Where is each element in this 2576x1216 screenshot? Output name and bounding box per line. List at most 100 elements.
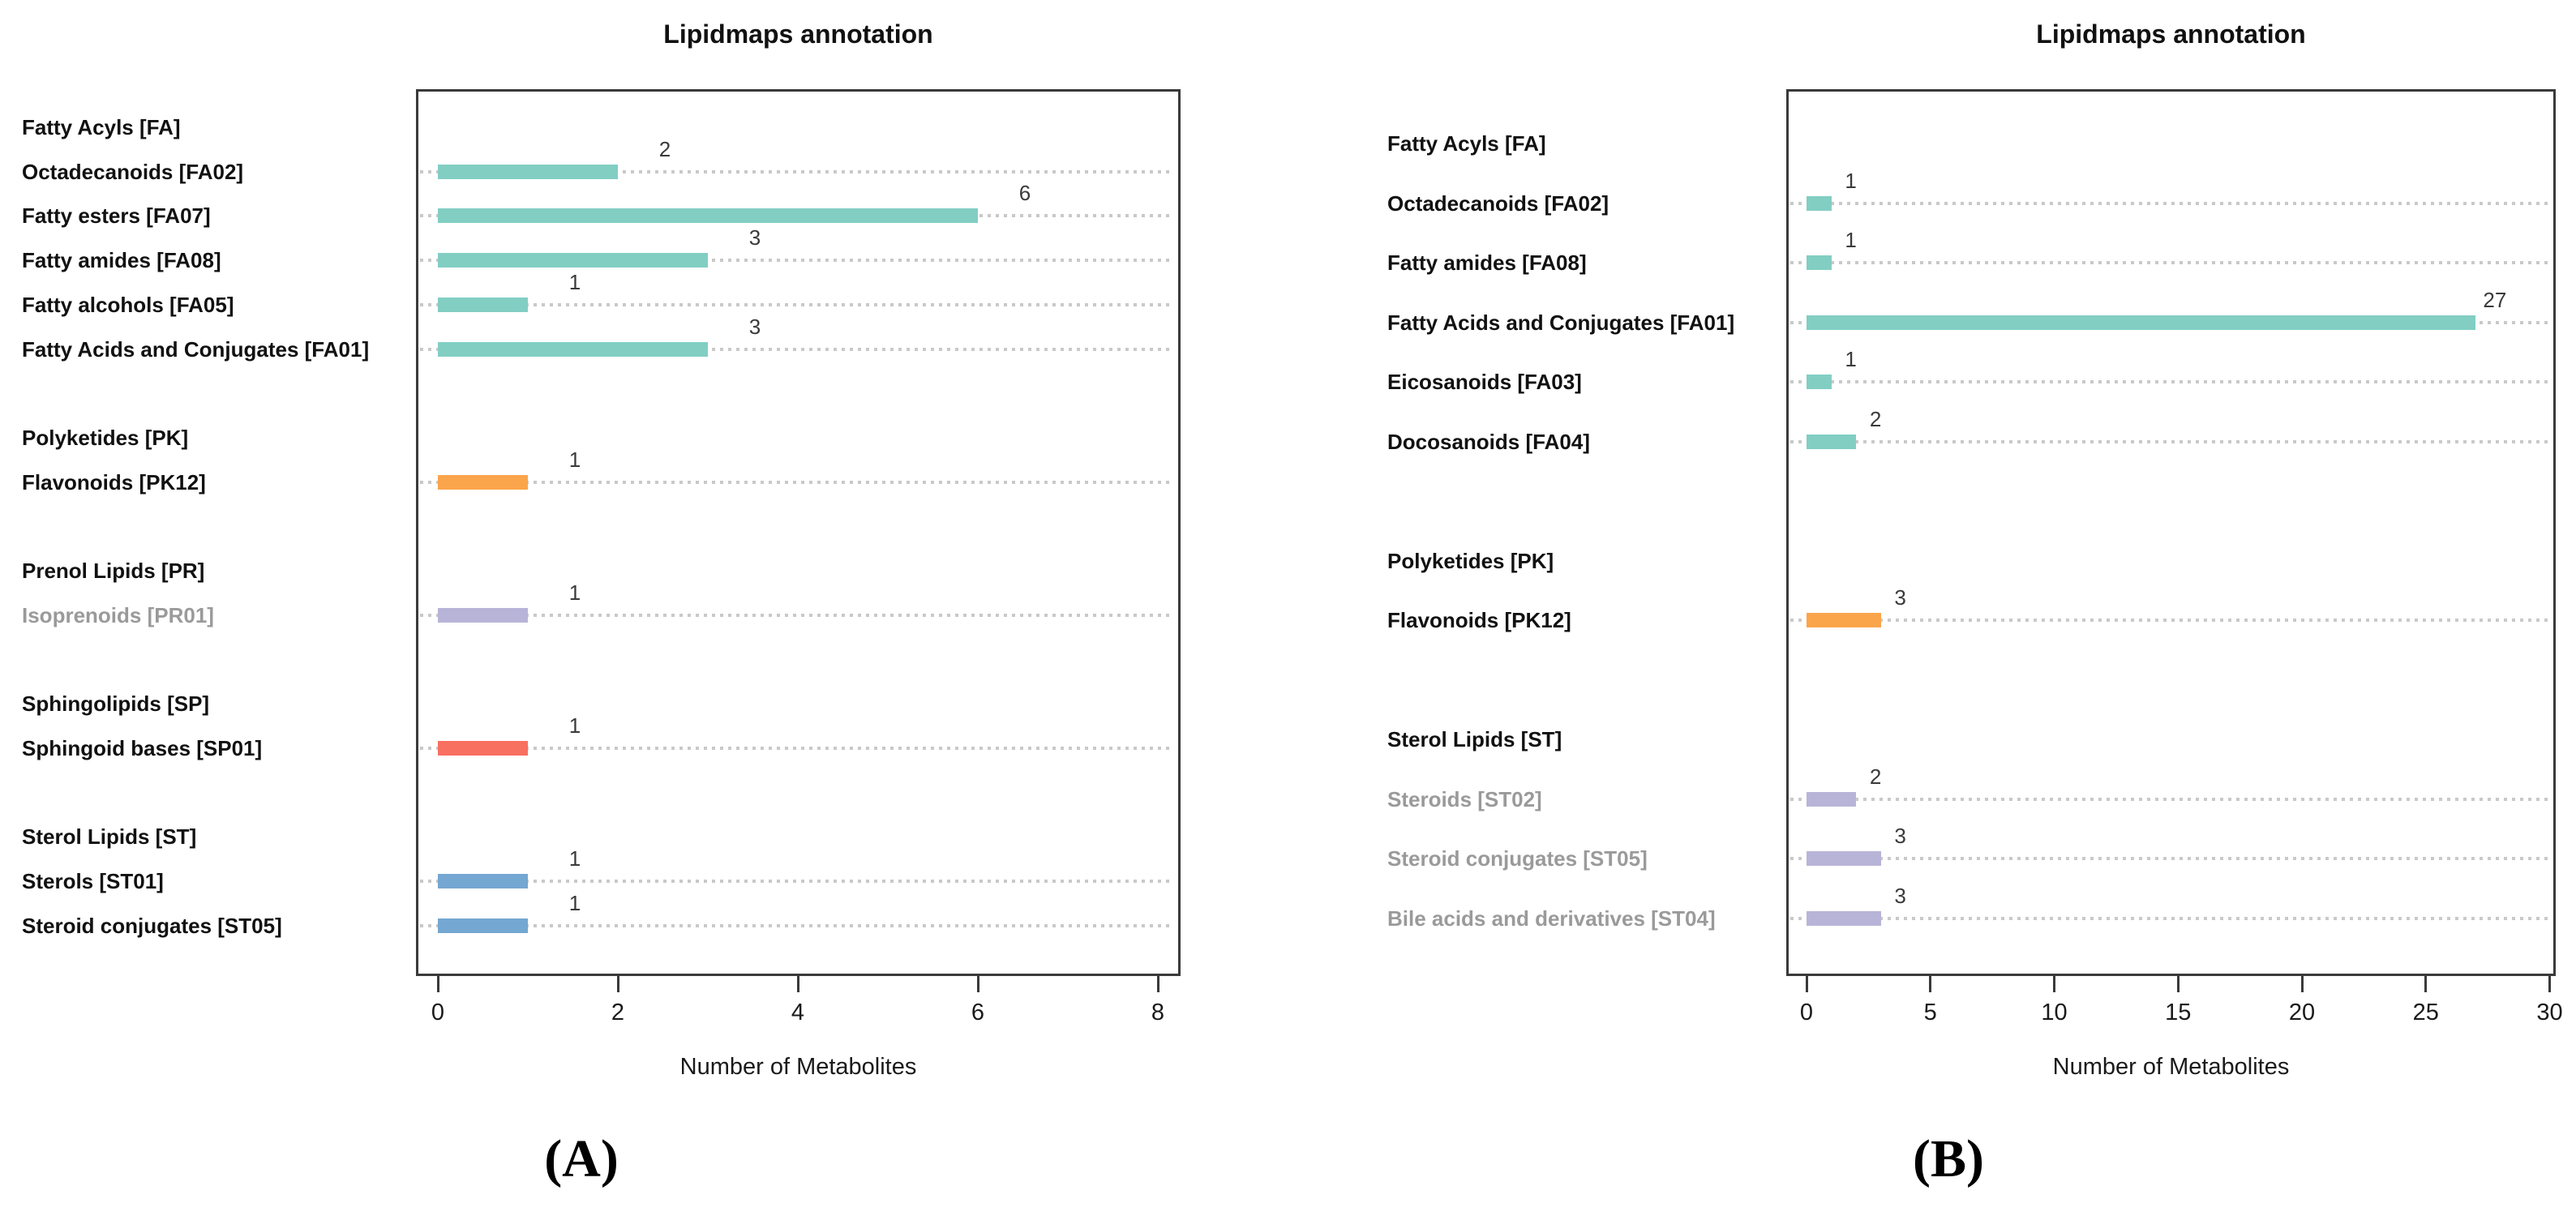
bar-value-label: 1 bbox=[568, 846, 581, 871]
grid-dotted-line bbox=[420, 879, 1173, 883]
bar-value-label: 6 bbox=[1018, 181, 1031, 206]
grid-dotted-line bbox=[1790, 797, 2548, 801]
category-label: Fatty Acids and Conjugates [FA01] bbox=[22, 336, 370, 362]
group-label: Fatty Acyls [FA] bbox=[22, 115, 181, 139]
x-tick-label: 0 bbox=[431, 1000, 445, 1025]
category-label: Octadecanoids [FA02] bbox=[1387, 191, 1609, 216]
category-label: Fatty amides [FA08] bbox=[22, 248, 221, 273]
bar-value-label: 1 bbox=[568, 713, 581, 738]
x-tick-label: 20 bbox=[2288, 1000, 2316, 1025]
grid-dotted-line bbox=[420, 923, 1173, 927]
bar bbox=[438, 208, 978, 224]
x-tick bbox=[796, 976, 799, 992]
bar bbox=[1807, 315, 2475, 330]
bar-value-label: 1 bbox=[1845, 347, 1857, 371]
category-label: Isoprenoids [PR01] bbox=[22, 602, 214, 627]
group-label: Sterol Lipids [ST] bbox=[1387, 727, 1562, 751]
x-tick bbox=[616, 976, 619, 992]
bar bbox=[1807, 910, 1881, 926]
bar bbox=[1807, 375, 1832, 389]
category-label: Sterols [ST01] bbox=[22, 868, 164, 893]
bar-value-label: 3 bbox=[1894, 883, 1906, 908]
chart-title: Lipidmaps annotation bbox=[663, 19, 933, 49]
x-tick-label: 15 bbox=[2165, 1000, 2192, 1025]
category-label: Fatty amides [FA08] bbox=[1387, 250, 1587, 275]
category-label: Bile acids and derivatives [ST04] bbox=[1387, 906, 1716, 931]
bar bbox=[438, 164, 618, 179]
bar-value-label: 1 bbox=[1845, 228, 1857, 252]
plot-area bbox=[1786, 89, 2556, 976]
bar-value-label: 1 bbox=[568, 269, 581, 294]
x-tick-label: 5 bbox=[1923, 1000, 1937, 1025]
bar-value-label: 3 bbox=[1894, 824, 1906, 848]
bar-value-label: 3 bbox=[748, 225, 761, 250]
bar-value-label: 2 bbox=[1869, 764, 1882, 789]
grid-dotted-line bbox=[420, 746, 1173, 750]
category-label: Steroids [ST02] bbox=[1387, 786, 1542, 811]
bar bbox=[1807, 791, 1857, 807]
category-label: Fatty alcohols [FA05] bbox=[22, 292, 234, 317]
bar-value-label: 1 bbox=[1845, 168, 1857, 193]
x-axis-label: Number of Metabolites bbox=[679, 1054, 917, 1080]
grid-dotted-line bbox=[420, 613, 1173, 617]
bar-value-label: 3 bbox=[748, 314, 761, 339]
grid-dotted-line bbox=[1790, 201, 2548, 205]
category-label: Flavonoids [PK12] bbox=[22, 469, 206, 495]
bar bbox=[438, 253, 708, 268]
group-label: Sterol Lipids [ST] bbox=[22, 824, 197, 850]
category-label: Steroid conjugates [ST05] bbox=[22, 913, 282, 938]
bar bbox=[1807, 851, 1881, 866]
grid-dotted-line bbox=[1790, 261, 2548, 264]
bar bbox=[1807, 195, 1832, 211]
group-label: Fatty Acyls [FA] bbox=[1387, 131, 1546, 156]
bar bbox=[1807, 613, 1881, 627]
bar bbox=[1807, 255, 1832, 270]
x-tick-label: 30 bbox=[2536, 1000, 2563, 1025]
category-label: Fatty Acids and Conjugates [FA01] bbox=[1387, 310, 1735, 335]
x-tick-label: 8 bbox=[1151, 1000, 1165, 1025]
x-tick-label: 6 bbox=[971, 1000, 985, 1025]
group-label: Prenol Lipids [PR] bbox=[22, 559, 205, 583]
x-tick bbox=[1805, 976, 1808, 992]
grid-dotted-line bbox=[420, 259, 1173, 263]
x-tick-label: 4 bbox=[791, 1000, 805, 1025]
bar bbox=[438, 740, 528, 756]
x-tick-label: 0 bbox=[1799, 1000, 1814, 1025]
category-label: Fatty esters [FA07] bbox=[22, 203, 211, 229]
bar-value-label: 2 bbox=[658, 136, 671, 161]
bar bbox=[438, 341, 708, 357]
bar bbox=[1807, 434, 1857, 449]
grid-dotted-line bbox=[1790, 380, 2548, 383]
bar-value-label: 27 bbox=[2483, 287, 2507, 312]
bar bbox=[438, 873, 528, 888]
x-tick-label: 2 bbox=[611, 1000, 625, 1025]
grid-dotted-line bbox=[420, 480, 1173, 484]
category-label: Octadecanoids [FA02] bbox=[22, 159, 244, 184]
category-label: Flavonoids [PK12] bbox=[1387, 608, 1571, 632]
panel-caption: (B) bbox=[1913, 1129, 1984, 1188]
x-axis-label: Number of Metabolites bbox=[2052, 1054, 2290, 1080]
grid-dotted-line bbox=[1790, 916, 2548, 920]
x-tick bbox=[2424, 976, 2428, 992]
grid-dotted-line bbox=[1790, 857, 2548, 860]
x-tick-label: 25 bbox=[2412, 1000, 2439, 1025]
x-tick bbox=[2548, 976, 2551, 992]
bar bbox=[438, 297, 528, 312]
grid-dotted-line bbox=[420, 169, 1173, 173]
x-tick bbox=[2300, 976, 2304, 992]
bar-value-label: 1 bbox=[568, 580, 581, 605]
group-label: Polyketides [PK] bbox=[22, 425, 189, 450]
grid-dotted-line bbox=[1790, 619, 2548, 622]
x-tick bbox=[2053, 976, 2055, 992]
plot-area bbox=[416, 89, 1181, 976]
bar bbox=[438, 607, 528, 623]
x-tick bbox=[2176, 976, 2180, 992]
panel-caption: (A) bbox=[544, 1129, 619, 1188]
bar-value-label: 1 bbox=[568, 447, 581, 472]
x-tick-label: 10 bbox=[2041, 1000, 2068, 1025]
category-label: Sphingoid bases [SP01] bbox=[22, 735, 263, 760]
group-label: Polyketides [PK] bbox=[1387, 548, 1554, 573]
